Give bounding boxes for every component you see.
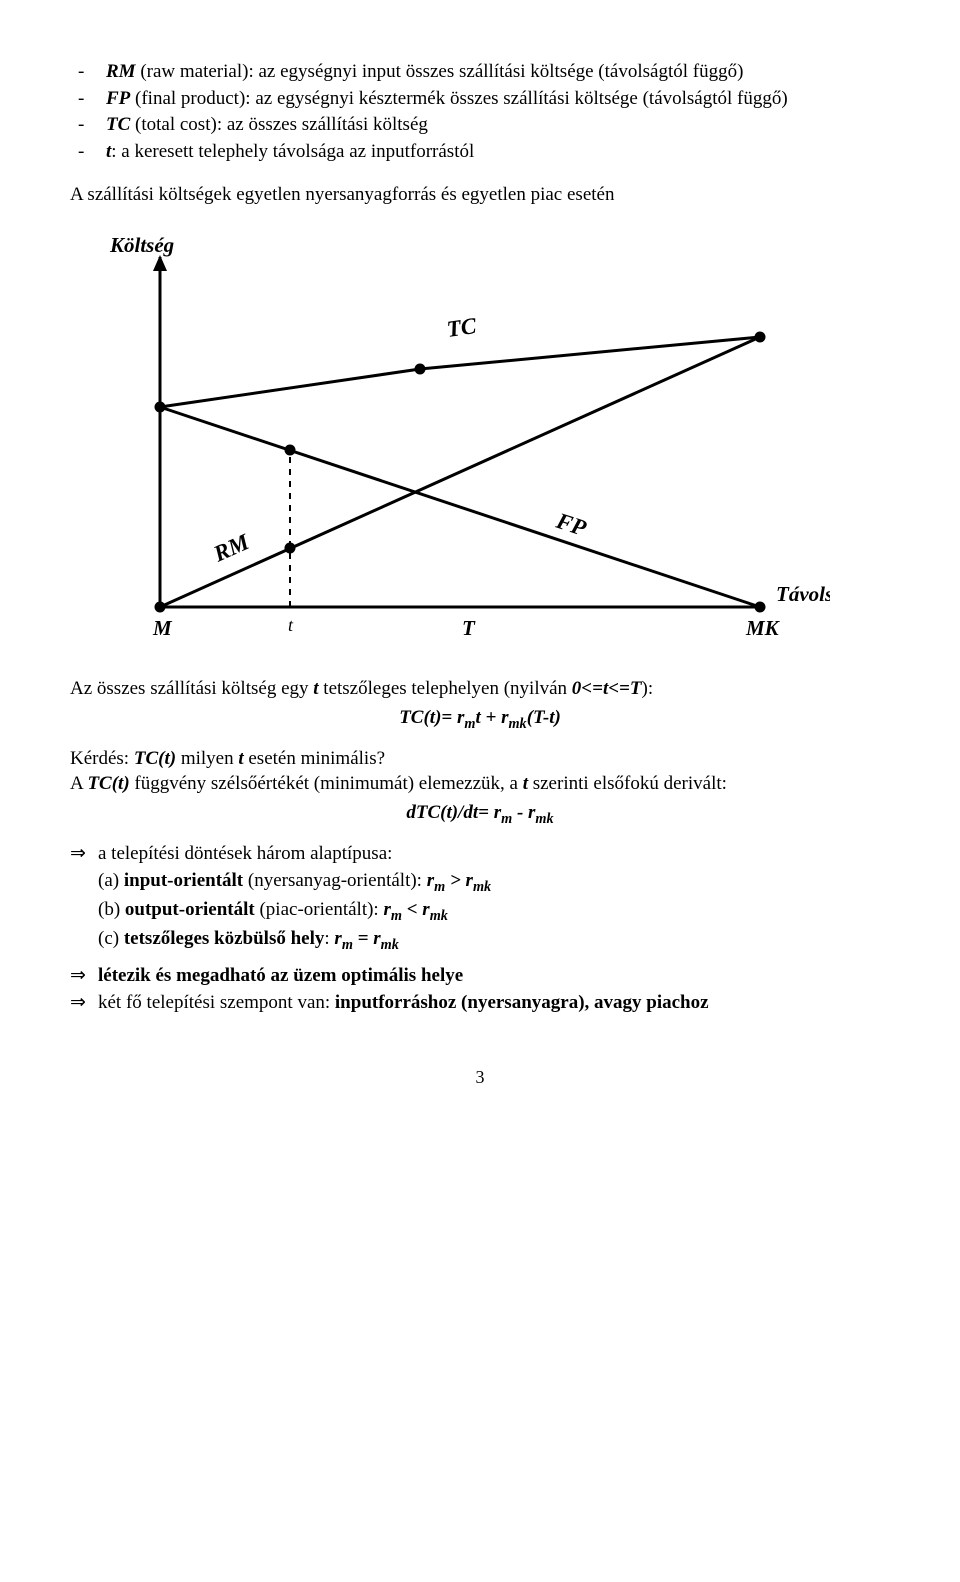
types-sublist: (a) input-orientált (nyersanyag-orientál… — [98, 869, 890, 955]
derivative-formula: dTC(t)/dt= rm - rmk — [70, 801, 890, 828]
cost-chart: Költség TC RM FP Mt T MK Távolság — [70, 217, 890, 665]
svg-text:M: M — [152, 616, 173, 640]
def-tail: : az egységnyi input összes szállítási k… — [248, 61, 743, 82]
arrow-icon: ⇒ — [70, 964, 98, 989]
svg-text:Távolság: Távolság — [776, 582, 830, 606]
question: Kérdés: TC(t) milyen t esetén minimális? — [70, 747, 890, 772]
conclusion-2: két fő telepítési szempont van: inputfor… — [98, 991, 890, 1016]
def-row: - t: a keresett telephely távolsága az i… — [70, 140, 890, 165]
page-number: 3 — [70, 1066, 890, 1089]
intro-para: A szállítási költségek egyetlen nyersany… — [70, 183, 890, 208]
arrow-row: ⇒ a telepítési döntések három alaptípusa… — [70, 842, 890, 867]
svg-text:t: t — [288, 615, 294, 635]
def-term: FP — [106, 88, 130, 109]
types-block: ⇒ a telepítési döntések három alaptípusa… — [70, 842, 890, 1016]
def-text: t: a keresett telephely távolsága az inp… — [106, 140, 890, 165]
type-c: (c) tetszőleges közbülső hely: rm = rmk — [98, 927, 890, 954]
def-text: TC (total cost): az összes szállítási kö… — [106, 113, 890, 138]
dash: - — [70, 60, 106, 85]
definitions-list: - RM (raw material): az egységnyi input … — [70, 60, 890, 165]
derivative-text: A TC(t) függvény szélsőértékét (minimumá… — [70, 772, 890, 797]
arrow-row: ⇒ két fő telepítési szempont van: inputf… — [70, 991, 890, 1016]
def-term: TC — [106, 114, 130, 135]
chart-svg: Költség TC RM FP Mt T MK Távolság — [70, 217, 830, 657]
arrow-icon: ⇒ — [70, 842, 98, 867]
svg-text:RM: RM — [209, 529, 254, 567]
svg-text:MK: MK — [745, 616, 781, 640]
type-a: (a) input-orientált (nyersanyag-orientál… — [98, 869, 890, 896]
svg-text:Költség: Költség — [109, 233, 174, 257]
eq-block-1: Az összes szállítási költség egy t tetsz… — [70, 677, 890, 702]
svg-text:TC: TC — [445, 313, 478, 342]
dash: - — [70, 87, 106, 112]
type-b: (b) output-orientált (piac-orientált): r… — [98, 898, 890, 925]
arrow-icon: ⇒ — [70, 991, 98, 1016]
def-row: - FP (final product): az egységnyi készt… — [70, 87, 890, 112]
def-row: - TC (total cost): az összes szállítási … — [70, 113, 890, 138]
svg-text:T: T — [462, 616, 476, 640]
def-text: FP (final product): az egységnyi készter… — [106, 87, 890, 112]
eq1-formula: TC(t)= rmt + rmk(T-t) — [70, 706, 890, 733]
types-intro: a telepítési döntések három alaptípusa: — [98, 842, 890, 867]
svg-text:FP: FP — [553, 508, 591, 541]
def-term: RM — [106, 61, 136, 82]
def-text: RM (raw material): az egységnyi input ös… — [106, 60, 890, 85]
arrow-row: ⇒ létezik és megadható az üzem optimális… — [70, 964, 890, 989]
dash: - — [70, 140, 106, 165]
conclusion-1: létezik és megadható az üzem optimális h… — [98, 964, 890, 989]
dash: - — [70, 113, 106, 138]
def-row: - RM (raw material): az egységnyi input … — [70, 60, 890, 85]
